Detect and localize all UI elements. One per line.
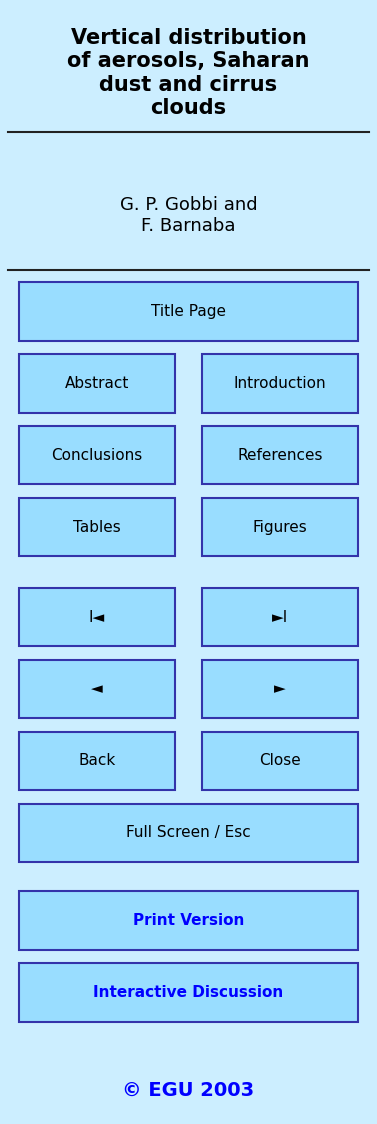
Text: ►I: ►I (272, 609, 288, 625)
Text: Full Screen / Esc: Full Screen / Esc (126, 825, 251, 841)
FancyBboxPatch shape (19, 660, 175, 718)
Text: Introduction: Introduction (234, 375, 326, 391)
Text: © EGU 2003: © EGU 2003 (123, 1081, 254, 1099)
Text: Tables: Tables (73, 519, 121, 535)
FancyBboxPatch shape (19, 426, 175, 484)
Text: Conclusions: Conclusions (51, 447, 143, 463)
Text: Print Version: Print Version (133, 913, 244, 928)
Text: Abstract: Abstract (65, 375, 129, 391)
Text: G. P. Gobbi and
F. Barnaba: G. P. Gobbi and F. Barnaba (120, 197, 257, 235)
FancyBboxPatch shape (19, 804, 358, 862)
Text: I◄: I◄ (89, 609, 105, 625)
FancyBboxPatch shape (202, 426, 358, 484)
FancyBboxPatch shape (19, 963, 358, 1022)
FancyBboxPatch shape (19, 732, 175, 790)
FancyBboxPatch shape (19, 498, 175, 556)
Text: Title Page: Title Page (151, 303, 226, 319)
FancyBboxPatch shape (202, 498, 358, 556)
FancyBboxPatch shape (202, 354, 358, 413)
FancyBboxPatch shape (19, 588, 175, 646)
Text: References: References (237, 447, 323, 463)
Text: Back: Back (78, 753, 116, 769)
Text: ◄: ◄ (91, 681, 103, 697)
Text: Interactive Discussion: Interactive Discussion (93, 985, 284, 1000)
Text: Figures: Figures (253, 519, 307, 535)
Text: Vertical distribution
of aerosols, Saharan
dust and cirrus
clouds: Vertical distribution of aerosols, Sahar… (67, 28, 310, 118)
FancyBboxPatch shape (202, 732, 358, 790)
FancyBboxPatch shape (202, 588, 358, 646)
FancyBboxPatch shape (19, 354, 175, 413)
FancyBboxPatch shape (19, 282, 358, 341)
FancyBboxPatch shape (202, 660, 358, 718)
Text: Close: Close (259, 753, 301, 769)
FancyBboxPatch shape (19, 891, 358, 950)
Text: ►: ► (274, 681, 286, 697)
